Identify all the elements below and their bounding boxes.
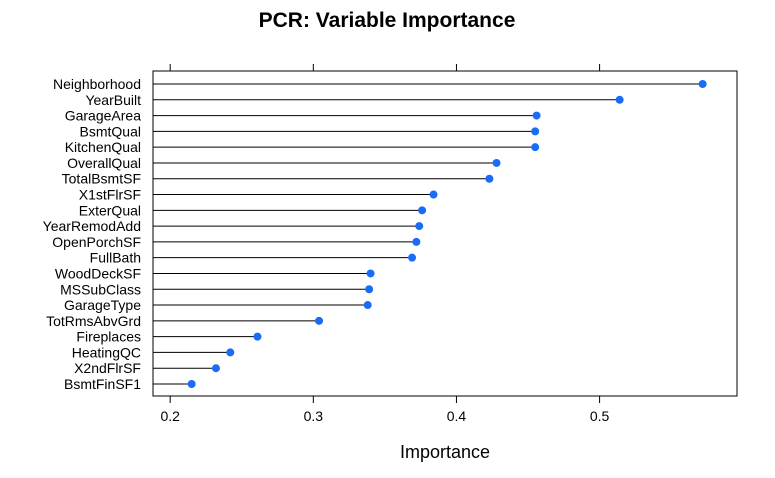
- category-label: X1stFlrSF: [79, 187, 141, 203]
- dot-stems: [153, 83, 703, 385]
- category-label: YearBuilt: [85, 92, 141, 108]
- x-tick-label: 0.2: [160, 408, 180, 424]
- category-labels: NeighborhoodYearBuiltGarageAreaBsmtQualK…: [43, 76, 142, 392]
- dot-point: [365, 285, 374, 294]
- dot-point: [366, 269, 375, 278]
- category-label: MSSubClass: [60, 281, 141, 297]
- category-label: OverallQual: [67, 155, 141, 171]
- category-label: WoodDeckSF: [55, 265, 141, 281]
- top-axis-ticks: [169, 64, 601, 71]
- dot-point: [485, 174, 494, 183]
- category-label: BsmtFinSF1: [64, 376, 141, 392]
- dot-point: [315, 316, 324, 325]
- category-label: OpenPorchSF: [52, 234, 141, 250]
- x-tick-label: 0.4: [447, 408, 467, 424]
- dot-point: [532, 111, 541, 120]
- dot-point: [408, 253, 417, 262]
- dot-point: [531, 143, 540, 152]
- category-label: TotalBsmtSF: [62, 171, 141, 187]
- category-label: BsmtQual: [80, 123, 141, 139]
- category-label: FullBath: [90, 250, 141, 266]
- dot-point: [187, 380, 196, 388]
- category-label: Fireplaces: [76, 329, 141, 345]
- dot-point: [531, 127, 540, 136]
- category-label: KitchenQual: [65, 139, 141, 155]
- x-axis-label: Importance: [400, 442, 490, 462]
- dot-point: [253, 332, 262, 341]
- dot-point: [615, 95, 624, 104]
- dot-points: [187, 80, 707, 388]
- category-label: HeatingQC: [72, 344, 141, 360]
- category-label: GarageType: [64, 297, 141, 313]
- dot-point: [492, 158, 501, 167]
- dot-point: [226, 348, 235, 357]
- dot-point: [363, 301, 372, 310]
- dot-point: [429, 190, 438, 199]
- x-tick-labels: 0.2 0.3 0.4 0.5: [160, 408, 609, 424]
- dot-point: [418, 206, 427, 215]
- dot-point: [211, 364, 220, 373]
- chart-title: PCR: Variable Importance: [259, 9, 516, 32]
- category-label: X2ndFlrSF: [74, 360, 141, 376]
- plot-frame: [152, 70, 738, 397]
- category-label: GarageArea: [65, 108, 141, 124]
- category-label: YearRemodAdd: [43, 218, 141, 234]
- category-label: ExterQual: [79, 202, 141, 218]
- category-label: Neighborhood: [53, 76, 141, 92]
- dot-point: [412, 237, 421, 246]
- bottom-axis-ticks: [169, 396, 601, 403]
- category-label: TotRmsAbvGrd: [46, 313, 141, 329]
- dot-point: [415, 222, 424, 231]
- x-tick-label: 0.5: [590, 408, 610, 424]
- dot-point: [698, 80, 707, 88]
- x-tick-label: 0.3: [304, 408, 324, 424]
